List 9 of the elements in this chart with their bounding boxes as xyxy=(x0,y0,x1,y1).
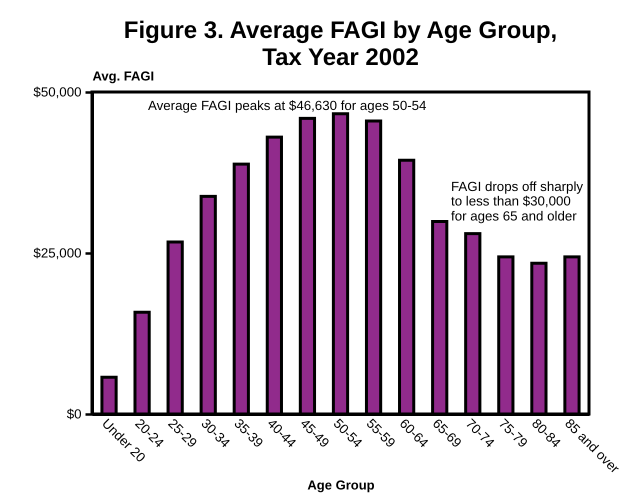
annotation: Average FAGI peaks at $46,630 for ages 50-54 xyxy=(148,98,426,113)
chart-title: Figure 3. Average FAGI by Age Group, Tax Year 2002 xyxy=(124,17,558,71)
x-axis-title: Age Group xyxy=(307,478,375,493)
annotation: FAGI drops off sharply to less than $30,000 for ages 65 and older xyxy=(451,179,584,224)
y-tick-label: $0 xyxy=(66,406,82,422)
y-tick-label: $50,000 xyxy=(33,84,82,100)
y-axis-title: Avg. FAGI xyxy=(92,68,154,84)
x-tick-label: 85 and over xyxy=(562,416,623,476)
y-tick-label: $25,000 xyxy=(33,246,82,260)
